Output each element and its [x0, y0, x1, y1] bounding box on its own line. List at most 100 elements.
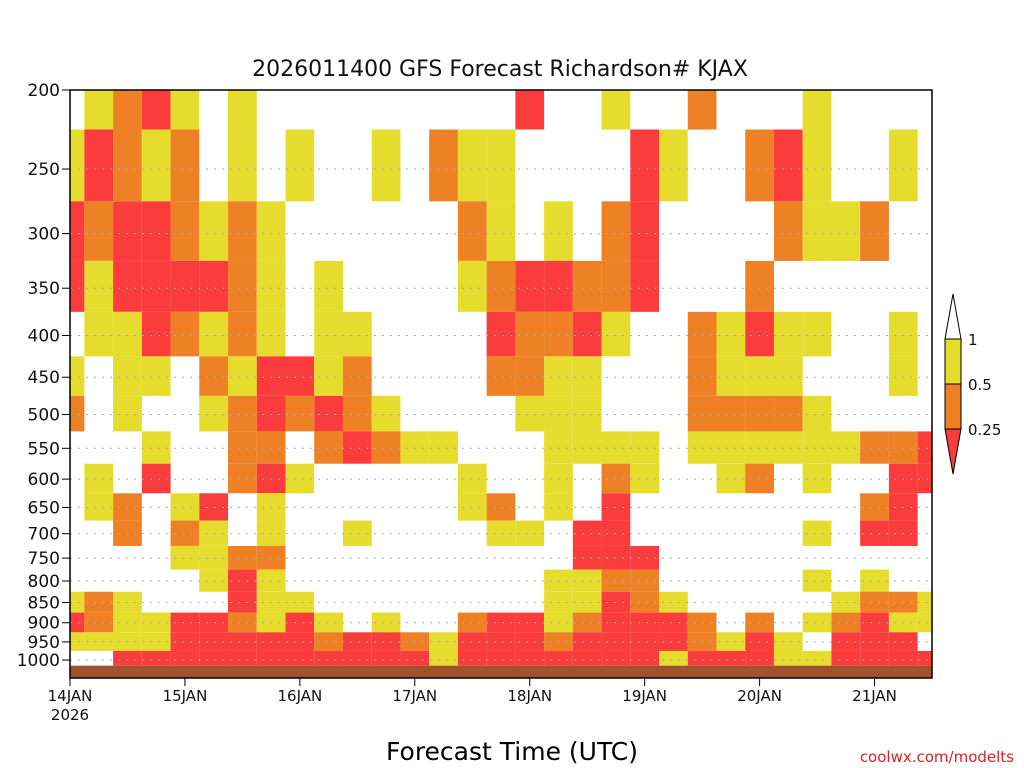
- heatmap-cell: [228, 90, 257, 130]
- heatmap-cell: [141, 431, 171, 464]
- heatmap-cell: [860, 431, 889, 464]
- heatmap-cell: [141, 632, 171, 651]
- heatmap-cell: [400, 431, 430, 464]
- heatmap-cell: [170, 129, 200, 202]
- heatmap-cell: [572, 431, 602, 464]
- heatmap-cell: [544, 311, 573, 357]
- heatmap-cell: [572, 591, 602, 613]
- heatmap-cell: [659, 129, 688, 202]
- heatmap-cell: [70, 129, 85, 202]
- heatmap-cell: [687, 311, 717, 357]
- heatmap-cell: [113, 201, 142, 261]
- heatmap-cell: [888, 356, 918, 396]
- legend-label-1: 1: [968, 331, 978, 349]
- heatmap-cell: [429, 431, 458, 464]
- heatmap-cell: [630, 260, 660, 312]
- heatmap-cell: [141, 356, 171, 396]
- heatmap-cell: [515, 520, 545, 546]
- x-tick-label: 14JAN: [48, 687, 93, 705]
- y-tick-label: 550: [28, 439, 60, 459]
- credit-link[interactable]: coolwx.com/modelts: [860, 748, 1014, 766]
- heatmap-cell: [113, 129, 142, 202]
- heatmap-cell: [515, 260, 545, 312]
- heatmap-cell: [170, 201, 200, 261]
- heatmap-cell: [515, 650, 545, 666]
- heatmap-cell: [888, 311, 918, 357]
- heatmap-cell: [601, 201, 631, 261]
- heatmap-cell: [917, 591, 932, 613]
- heatmap-cell: [170, 650, 200, 666]
- heatmap-cell: [572, 395, 602, 432]
- y-tick-label: 750: [28, 549, 60, 569]
- legend-label-0.25: 0.25: [968, 421, 1001, 439]
- heatmap-cell: [601, 463, 631, 494]
- heatmap-cell: [716, 650, 746, 666]
- heatmap-cell: [113, 260, 142, 312]
- heatmap-cell: [256, 395, 286, 432]
- heatmap-cell: [84, 129, 114, 202]
- heatmap-cell: [84, 591, 114, 613]
- legend-swatch-yellow: [944, 338, 962, 385]
- heatmap-cell: [659, 632, 688, 651]
- heatmap-cell: [199, 545, 229, 570]
- heatmap-cell: [860, 650, 889, 666]
- chart-title: 2026011400 GFS Forecast Richardson# KJAX: [252, 57, 748, 82]
- y-tick-label: 800: [28, 572, 60, 592]
- heatmap-cell: [113, 356, 142, 396]
- heatmap-cell: [285, 632, 315, 651]
- heatmap-cell: [888, 431, 918, 464]
- x-tick-label: 17JAN: [392, 687, 437, 705]
- heatmap-cell: [630, 545, 660, 570]
- heatmap-cell: [831, 591, 861, 613]
- heatmap-cell: [457, 129, 487, 202]
- heatmap-cell: [601, 493, 631, 521]
- heatmap-cell: [228, 569, 257, 592]
- heatmap-cell: [199, 201, 229, 261]
- x-tick-label: 19JAN: [622, 687, 667, 705]
- heatmap-cell: [917, 431, 932, 464]
- heatmap-cell: [256, 463, 286, 494]
- heatmap-cells: [70, 90, 932, 678]
- heatmap-cell: [630, 591, 660, 613]
- heatmap-cell: [802, 129, 832, 202]
- heatmap-cell: [802, 311, 832, 357]
- heatmap-cell: [429, 650, 458, 666]
- heatmap-cell: [141, 650, 171, 666]
- heatmap-cell: [228, 311, 257, 357]
- heatmap-cell: [773, 129, 803, 202]
- heatmap-cell: [544, 356, 573, 396]
- heatmap-cell: [515, 395, 545, 432]
- heatmap-cell: [572, 612, 602, 633]
- heatmap-cell: [70, 591, 85, 613]
- heatmap-cell: [630, 463, 660, 494]
- heatmap-cell: [745, 260, 774, 312]
- heatmap-cell: [831, 632, 861, 651]
- x-tick-year: 2026: [51, 706, 89, 724]
- heatmap-cell: [687, 356, 717, 396]
- heatmap-cell: [199, 395, 229, 432]
- heatmap-cell: [228, 612, 257, 633]
- heatmap-cell: [113, 493, 142, 521]
- plot-frame: [69, 89, 933, 679]
- heatmap-cell: [457, 201, 487, 261]
- heatmap-cell: [716, 463, 746, 494]
- heatmap-cell: [70, 260, 85, 312]
- heatmap-cell: [70, 201, 85, 261]
- heatmap-cell: [256, 431, 286, 464]
- heatmap-cell: [457, 463, 487, 494]
- heatmap-cell: [745, 311, 774, 357]
- heatmap-cell: [314, 632, 343, 651]
- colorbar-legend: 1 0.5 0.25: [944, 293, 1001, 475]
- heatmap-cell: [457, 632, 487, 651]
- heatmap-cell: [630, 612, 660, 633]
- heatmap-cell: [70, 612, 85, 633]
- heatmap-cell: [228, 463, 257, 494]
- heatmap-cell: [716, 431, 746, 464]
- heatmap-cell: [342, 632, 372, 651]
- heatmap-cell: [802, 569, 832, 592]
- heatmap-cell: [256, 311, 286, 357]
- heatmap-cell: [70, 395, 85, 432]
- legend-swatch-orange: [944, 383, 962, 430]
- heatmap-cell: [687, 650, 717, 666]
- heatmap-cell: [802, 463, 832, 494]
